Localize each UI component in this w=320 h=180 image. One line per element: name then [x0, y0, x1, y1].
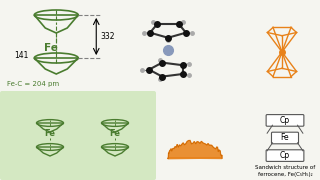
FancyBboxPatch shape: [266, 150, 304, 161]
Text: 332: 332: [100, 32, 115, 41]
FancyBboxPatch shape: [271, 132, 299, 144]
Text: Cp: Cp: [280, 116, 290, 125]
Text: Sandwich structure of: Sandwich structure of: [255, 165, 315, 170]
Text: Fe: Fe: [44, 129, 55, 138]
Text: ferrocene, Fe(C₅H₅)₂: ferrocene, Fe(C₅H₅)₂: [258, 172, 312, 177]
Text: Fe: Fe: [109, 129, 121, 138]
Text: Fe: Fe: [44, 43, 58, 53]
Text: Cp: Cp: [280, 151, 290, 160]
Polygon shape: [168, 140, 222, 159]
Text: Fe: Fe: [281, 134, 289, 143]
FancyBboxPatch shape: [0, 91, 156, 180]
FancyBboxPatch shape: [266, 115, 304, 126]
Text: Fe-C = 204 pm: Fe-C = 204 pm: [7, 81, 59, 87]
Text: 141: 141: [14, 51, 28, 60]
